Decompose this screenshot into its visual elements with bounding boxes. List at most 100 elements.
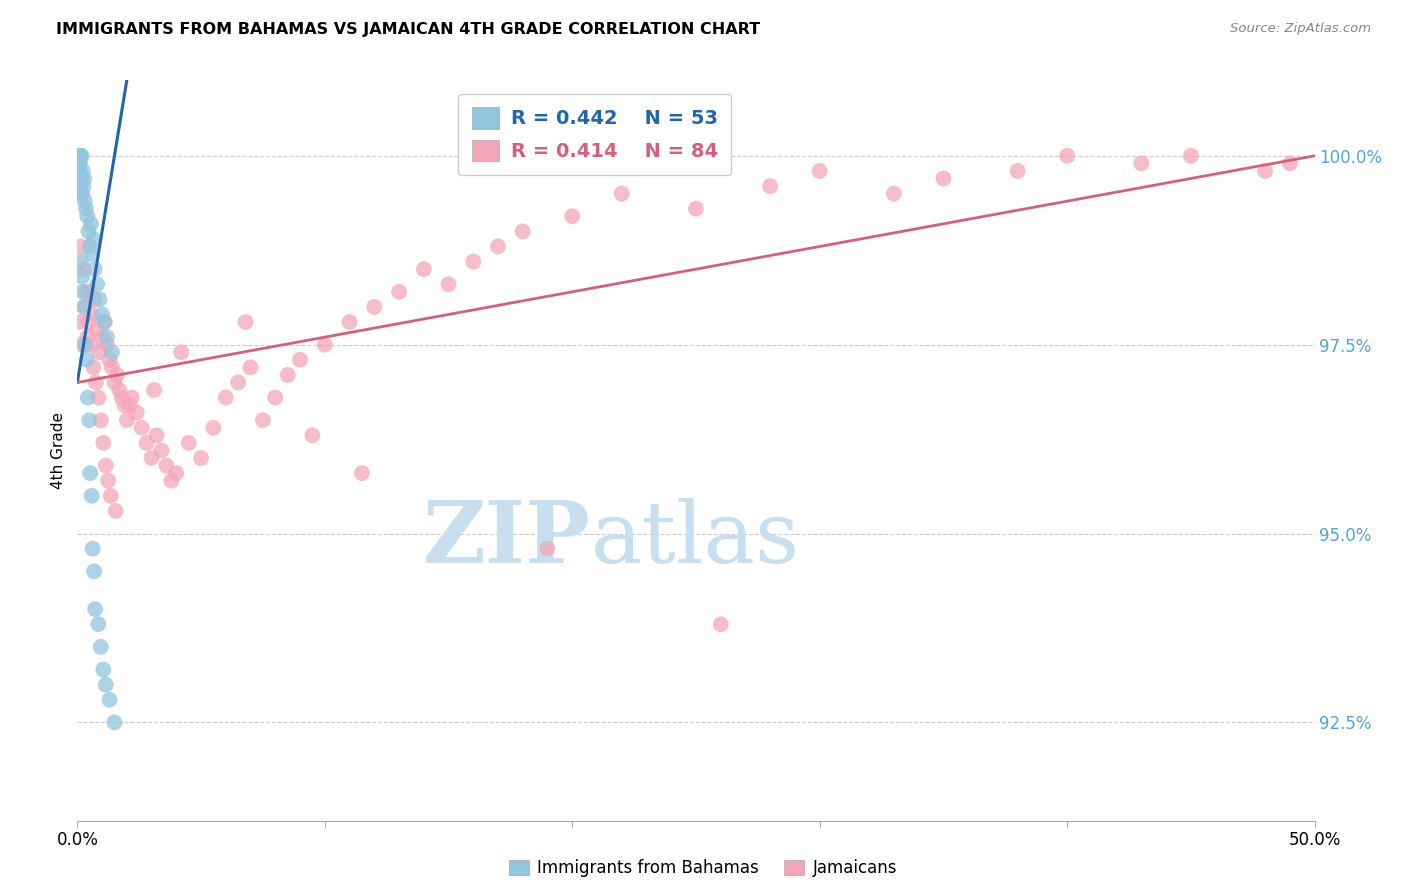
Point — [73, 300, 96, 314]
Point — [388, 285, 411, 299]
Point — [202, 421, 225, 435]
Text: IMMIGRANTS FROM BAHAMAS VS JAMAICAN 4TH GRADE CORRELATION CHART: IMMIGRANTS FROM BAHAMAS VS JAMAICAN 4TH … — [56, 22, 761, 37]
Point — [79, 285, 101, 299]
Point — [75, 285, 97, 299]
Point — [1130, 156, 1153, 170]
Point — [73, 171, 96, 186]
Point — [67, 164, 90, 178]
Point — [67, 164, 90, 178]
Point — [101, 360, 124, 375]
Point — [72, 285, 94, 299]
Point — [96, 330, 118, 344]
Point — [75, 202, 97, 216]
Point — [239, 360, 262, 375]
Point — [91, 308, 114, 322]
Point — [91, 330, 114, 344]
Point — [314, 337, 336, 351]
Point — [80, 489, 103, 503]
Point — [67, 156, 90, 170]
Point — [252, 413, 274, 427]
Point — [82, 541, 104, 556]
Point — [91, 436, 114, 450]
Point — [112, 398, 135, 412]
Point — [288, 352, 311, 367]
Point — [155, 458, 177, 473]
Point — [1180, 149, 1202, 163]
Point — [93, 315, 115, 329]
Point — [72, 164, 94, 178]
Point — [125, 406, 148, 420]
Point — [101, 345, 124, 359]
Point — [883, 186, 905, 201]
Point — [87, 617, 110, 632]
Point — [67, 164, 90, 178]
Point — [70, 269, 93, 284]
Point — [86, 277, 108, 292]
Text: atlas: atlas — [591, 498, 800, 581]
Point — [75, 337, 97, 351]
Point — [80, 217, 103, 231]
Point — [72, 179, 94, 194]
Point — [67, 156, 90, 170]
Point — [70, 149, 93, 163]
Point — [135, 436, 157, 450]
Point — [91, 663, 114, 677]
Point — [264, 391, 287, 405]
Point — [77, 224, 100, 238]
Point — [103, 376, 125, 390]
Point — [486, 239, 509, 253]
Point — [82, 247, 104, 261]
Point — [145, 428, 167, 442]
Point — [100, 489, 122, 503]
Point — [82, 360, 104, 375]
Point — [118, 398, 141, 412]
Point — [94, 678, 117, 692]
Point — [70, 254, 93, 268]
Point — [73, 194, 96, 209]
Point — [90, 640, 112, 654]
Point — [561, 209, 583, 223]
Point — [89, 345, 111, 359]
Point — [111, 391, 134, 405]
Point — [90, 413, 112, 427]
Point — [226, 376, 249, 390]
Point — [150, 443, 173, 458]
Point — [67, 149, 90, 163]
Point — [67, 156, 90, 170]
Point — [1056, 149, 1078, 163]
Point — [72, 186, 94, 201]
Legend: Immigrants from Bahamas, Jamaicans: Immigrants from Bahamas, Jamaicans — [502, 853, 904, 884]
Point — [83, 293, 105, 307]
Point — [93, 315, 115, 329]
Point — [339, 315, 361, 329]
Point — [69, 186, 91, 201]
Point — [83, 262, 105, 277]
Point — [512, 224, 534, 238]
Point — [96, 337, 118, 351]
Point — [72, 337, 94, 351]
Point — [1254, 164, 1277, 178]
Point — [76, 209, 98, 223]
Point — [69, 315, 91, 329]
Point — [82, 308, 104, 322]
Point — [412, 262, 434, 277]
Point — [69, 179, 91, 194]
Point — [235, 315, 257, 329]
Point — [69, 171, 91, 186]
Point — [115, 413, 138, 427]
Point — [79, 466, 101, 480]
Point — [72, 262, 94, 277]
Point — [83, 565, 105, 579]
Point — [143, 383, 166, 397]
Point — [121, 391, 143, 405]
Point — [808, 164, 831, 178]
Point — [77, 413, 100, 427]
Point — [710, 617, 733, 632]
Point — [76, 330, 98, 344]
Y-axis label: 4th Grade: 4th Grade — [51, 412, 66, 489]
Point — [69, 156, 91, 170]
Point — [177, 436, 200, 450]
Point — [84, 602, 107, 616]
Point — [70, 171, 93, 186]
Point — [363, 300, 385, 314]
